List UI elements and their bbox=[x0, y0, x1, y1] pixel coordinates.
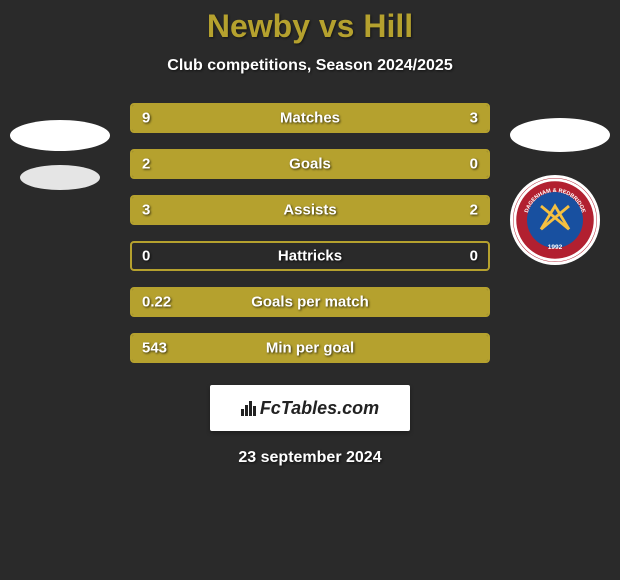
stat-row: 2 0 Goals bbox=[130, 149, 490, 179]
stat-value-left: 3 bbox=[142, 202, 150, 219]
page-subtitle: Club competitions, Season 2024/2025 bbox=[167, 57, 452, 75]
date-label: 23 september 2024 bbox=[238, 449, 381, 467]
stat-value-left: 0 bbox=[142, 248, 150, 265]
fctables-logo: FcTables.com bbox=[210, 385, 410, 431]
stat-label: Goals per match bbox=[251, 294, 369, 311]
stat-value-right: 0 bbox=[470, 156, 478, 173]
page-title: Newby vs Hill bbox=[207, 8, 413, 45]
stat-value-right: 0 bbox=[470, 248, 478, 265]
stat-label: Matches bbox=[280, 110, 340, 127]
stat-bar-left bbox=[132, 105, 399, 131]
stat-row: 543 Min per goal bbox=[130, 333, 490, 363]
stat-row: 0.22 Goals per match bbox=[130, 287, 490, 317]
stat-label: Min per goal bbox=[266, 340, 354, 357]
stat-bar-right bbox=[346, 197, 488, 223]
stat-label: Assists bbox=[283, 202, 336, 219]
stat-value-left: 543 bbox=[142, 340, 167, 357]
stat-row: 3 2 Assists bbox=[130, 195, 490, 225]
fctables-text: FcTables.com bbox=[260, 398, 379, 419]
stat-value-right: 2 bbox=[470, 202, 478, 219]
stat-label: Hattricks bbox=[278, 248, 342, 265]
stat-value-left: 2 bbox=[142, 156, 150, 173]
stat-value-left: 9 bbox=[142, 110, 150, 127]
infographic-container: Newby vs Hill Club competitions, Season … bbox=[0, 0, 620, 580]
fctables-label: FcTables.com bbox=[241, 398, 379, 419]
stat-value-left: 0.22 bbox=[142, 294, 171, 311]
stats-list: 9 3 Matches 2 0 Goals 3 2 Assists 0 0 Hattricks 0.22… bbox=[0, 103, 620, 363]
stat-row: 9 3 Matches bbox=[130, 103, 490, 133]
stat-label: Goals bbox=[289, 156, 331, 173]
bar-chart-icon bbox=[241, 400, 256, 416]
stat-row: 0 0 Hattricks bbox=[130, 241, 490, 271]
stat-value-right: 3 bbox=[470, 110, 478, 127]
